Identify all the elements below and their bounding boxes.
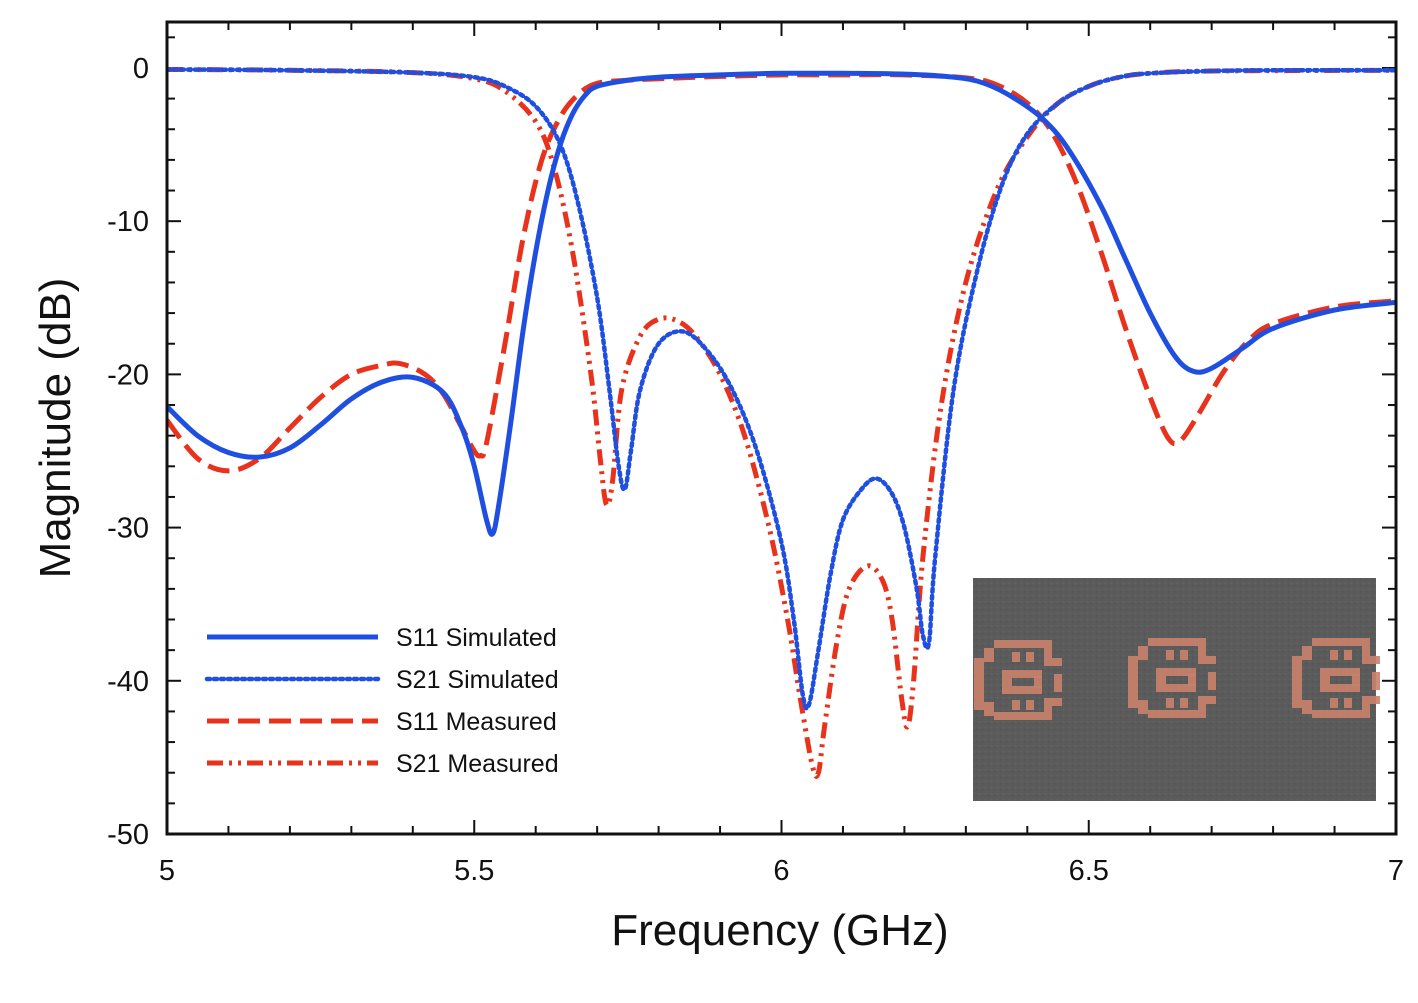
legend-label: S11 Simulated — [396, 624, 557, 652]
x-tick-label: 6.5 — [1069, 855, 1109, 887]
series-layer — [167, 67, 1396, 779]
legend-label: S21 Simulated — [396, 666, 559, 694]
filter-resonator — [974, 640, 1062, 720]
series-line-s11-simulated — [167, 70, 1396, 537]
series-line-s21-measured — [167, 67, 1396, 779]
x-tick-label: 5.5 — [454, 855, 494, 887]
legend-label: S21 Measured — [396, 750, 559, 778]
y-tick-label: -40 — [107, 666, 149, 698]
y-tick-label: -10 — [107, 206, 149, 238]
filter-resonator — [1128, 638, 1216, 718]
plot-frame — [165, 20, 1398, 836]
series-line-s21-simulated — [167, 67, 1396, 711]
legend-label: S11 Measured — [396, 708, 557, 736]
inset-photo — [973, 578, 1380, 801]
y-tick-label: -20 — [107, 359, 149, 391]
y-tick-label: 0 — [133, 53, 149, 85]
y-tick-label: -30 — [107, 513, 149, 545]
filter-resonator — [1292, 638, 1380, 718]
legend: S11 Simulated S21 Simulated S11 Measured S2… — [204, 624, 559, 778]
fabricated-filter-photo-icon — [974, 638, 1380, 720]
y-tick-label: -50 — [107, 819, 149, 851]
x-tick-label: 7 — [1388, 855, 1404, 887]
x-axis-title: Frequency (GHz) — [611, 906, 948, 955]
y-axis-title: Magnitude (dB) — [31, 278, 80, 579]
axis-tick-labels: 5 5.5 6 6.5 7 0 -10 -20 -30 -40 -50 — [107, 53, 1404, 887]
x-tick-label: 6 — [773, 855, 789, 887]
x-tick-label: 5 — [159, 855, 175, 887]
